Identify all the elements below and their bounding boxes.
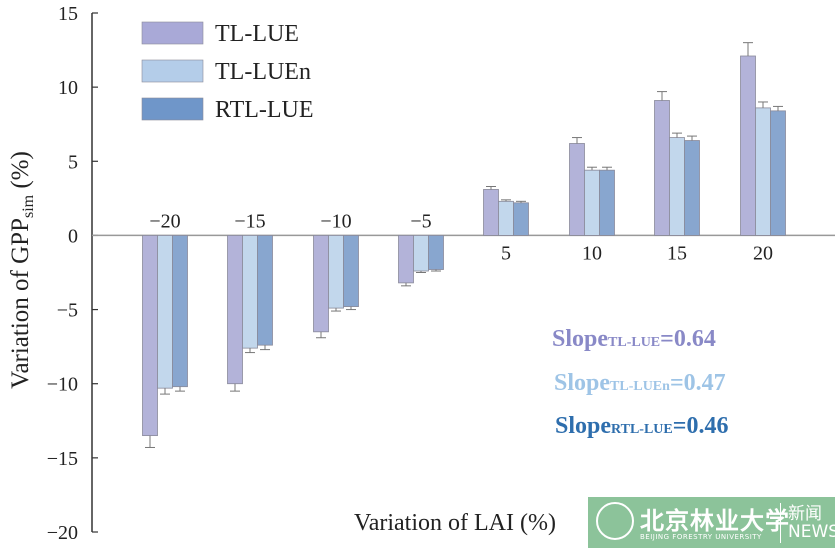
legend-swatch-tl-lue: [141, 21, 204, 45]
bar-rtl-lue: [343, 235, 359, 308]
y-tick-label: −15: [47, 448, 78, 470]
y-tick-label: −10: [47, 374, 78, 396]
slope-value: =0.46: [672, 413, 729, 439]
bar-tl-lue: [142, 235, 158, 437]
slope-label: Slope: [555, 413, 612, 439]
x-category-label: −20: [149, 210, 180, 232]
bar-tl-lue: [398, 235, 414, 284]
logo-news-cn: 新闻: [788, 504, 822, 524]
logo-en: BEIJING FORESTRY UNIVERSITY: [640, 533, 762, 541]
legend-label: TL-LUEn: [215, 59, 311, 85]
bar-tl-luen: [242, 235, 258, 349]
logo-cn: 北京林业大学: [640, 507, 790, 535]
bar-tl-lue: [227, 235, 243, 385]
slope-annotation-tl-lue: SlopeTL-LUE=0.64: [552, 326, 716, 353]
bar-tl-lue: [740, 55, 756, 236]
bar-rtl-lue: [684, 140, 700, 236]
bar-tl-luen: [584, 169, 600, 236]
legend-label: RTL-LUE: [215, 97, 314, 123]
bar-tl-lue: [569, 143, 585, 236]
logo-divider: [780, 503, 781, 543]
y-tick-label: −5: [57, 300, 78, 322]
bar-rtl-lue: [770, 110, 786, 236]
y-axis-label: Variation of GPPsim (%): [7, 151, 37, 389]
x-category-label: 20: [753, 242, 773, 264]
slope-value: =0.64: [660, 326, 716, 352]
bar-tl-luen: [755, 107, 771, 236]
bar-tl-lue: [654, 100, 670, 236]
x-category-label: −15: [234, 210, 265, 232]
university-news-logo: 北京林业大学 BEIJING FORESTRY UNIVERSITY 新闻 NE…: [588, 497, 835, 548]
bar-rtl-lue: [257, 235, 273, 346]
x-axis-label: Variation of LAI (%): [354, 510, 556, 536]
slope-label: Slope: [554, 370, 611, 396]
bar-rtl-lue: [513, 202, 529, 236]
university-seal-icon: [596, 502, 634, 540]
slope-annotation-tl-luen: SlopeTL-LUEn=0.47: [554, 370, 726, 397]
bar-tl-lue: [313, 235, 329, 333]
bar-tl-luen: [328, 235, 344, 309]
bar-rtl-lue: [428, 235, 444, 270]
bar-tl-luen: [669, 137, 685, 236]
slope-value: =0.47: [669, 370, 726, 396]
y-tick-label: −20: [47, 522, 78, 544]
y-tick-label: 5: [68, 151, 78, 173]
x-category-label: 5: [501, 242, 511, 264]
legend-swatch-tl-luen: [141, 59, 204, 83]
bar-tl-luen: [413, 235, 429, 272]
slope-label: Slope: [552, 326, 609, 352]
slope-annotation-rtl-lue: SlopeRTL-LUE=0.46: [555, 413, 728, 440]
legend-swatch-rtl-lue: [141, 97, 204, 121]
logo-news-en: NEWS: [788, 522, 835, 542]
bar-tl-luen: [498, 200, 514, 236]
bar-tl-lue: [483, 189, 499, 236]
slope-sub: RTL-LUE: [611, 422, 673, 437]
slope-sub: TL-LUE: [608, 335, 661, 350]
x-category-label: 15: [667, 242, 687, 264]
y-tick-label: 15: [58, 3, 78, 25]
bar-tl-luen: [157, 235, 173, 389]
x-category-label: 10: [582, 242, 602, 264]
x-category-label: −10: [320, 210, 351, 232]
bar-rtl-lue: [599, 169, 615, 236]
legend-label: TL-LUE: [215, 21, 299, 47]
x-category-label: −5: [410, 210, 431, 232]
y-tick-label: 10: [58, 77, 78, 99]
bar-rtl-lue: [172, 235, 188, 388]
y-tick-label: 0: [68, 225, 78, 247]
slope-sub: TL-LUEn: [610, 379, 670, 394]
